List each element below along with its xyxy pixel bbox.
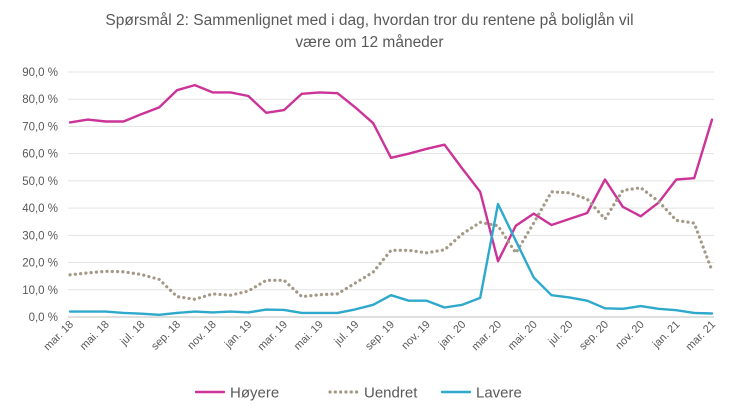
y-tick-label: 70,0 % — [22, 121, 58, 133]
x-tick-label: jul. 20 — [546, 319, 576, 349]
y-axis-tick-labels: 0,0 % 10,0 % 20,0 % 30,0 % 40,0 % 50,0 % 60,0 … — [22, 67, 58, 324]
x-tick-label: jul. 19 — [332, 319, 362, 349]
x-tick-label: nov. 19 — [399, 319, 432, 352]
x-tick-label: jan. 21 — [650, 319, 683, 352]
y-tick-label: 90,0 % — [22, 67, 58, 79]
y-tick-label: 10,0 % — [22, 285, 58, 297]
y-tick-label: 60,0 % — [22, 149, 58, 161]
series-line-h-yere — [68, 83, 714, 263]
x-tick-label: mar. 19 — [256, 319, 290, 353]
x-axis-tick-labels: mar. 18 mai. 18 jul. 18 sep. 18 nov. 18 jan. … — [42, 319, 718, 353]
x-tick-label: mar. 21 — [684, 319, 718, 353]
series-line-lavere — [68, 202, 714, 316]
legend-label: Uendret — [364, 385, 418, 402]
gridlines — [68, 71, 714, 318]
x-tick-label: sep. 19 — [363, 319, 397, 353]
chart-title-line-2: være om 12 måneder — [295, 34, 444, 51]
y-tick-label: 0,0 % — [29, 312, 58, 324]
legend-label: Lavere — [476, 385, 522, 402]
chart-title: Spørsmål 2: Sammenlignet med i dag, hvor… — [0, 10, 739, 54]
x-tick-label: sep. 18 — [149, 319, 183, 353]
series-lines — [68, 83, 714, 316]
chart-title-line-1: Spørsmål 2: Sammenlignet med i dag, hvor… — [105, 12, 634, 29]
x-tick-label: mar. 20 — [470, 319, 504, 353]
x-tick-label: mai. 20 — [506, 319, 540, 353]
x-tick-label: jan. 20 — [436, 319, 469, 352]
x-tick-label: jul. 18 — [118, 319, 148, 349]
x-tick-label: sep. 20 — [577, 319, 611, 353]
y-tick-label: 50,0 % — [22, 176, 58, 188]
series-line-uendret — [68, 186, 714, 301]
y-tick-label: 40,0 % — [22, 203, 58, 215]
x-tick-label: mai. 19 — [292, 319, 326, 353]
legend-label: Høyere — [230, 385, 279, 402]
x-tick-label: nov. 18 — [185, 319, 218, 352]
y-tick-label: 80,0 % — [22, 94, 58, 106]
x-tick-label: nov. 20 — [613, 319, 646, 352]
y-tick-label: 20,0 % — [22, 258, 58, 270]
y-tick-label: 30,0 % — [22, 230, 58, 242]
legend: Høyere Uendret Lavere — [194, 385, 522, 402]
x-tick-label: jan. 19 — [222, 319, 255, 352]
x-tick-label: mai. 18 — [78, 319, 112, 353]
